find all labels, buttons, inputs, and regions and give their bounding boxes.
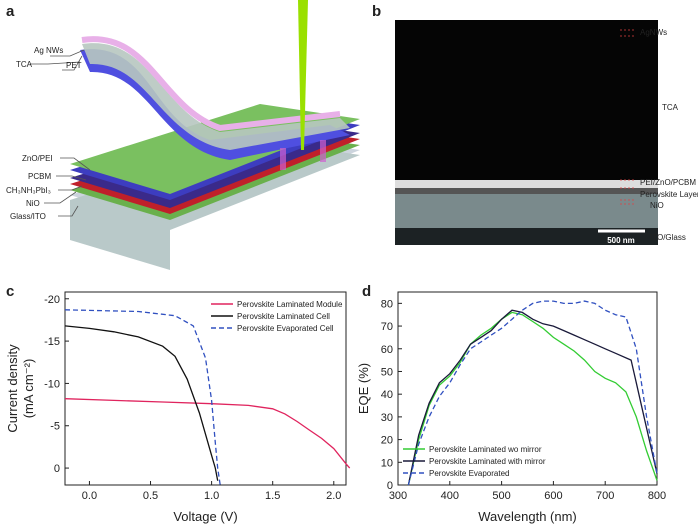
y-tick-label: 30 bbox=[381, 412, 393, 424]
layer-label: ZnO/PEI bbox=[22, 154, 53, 163]
layer-label: AgNWs bbox=[640, 28, 667, 37]
x-tick-label: 0.5 bbox=[143, 490, 158, 502]
x-tick-label: 400 bbox=[441, 490, 459, 502]
y-tick-label: 0 bbox=[54, 463, 60, 475]
plot-frame bbox=[397, 291, 658, 486]
y-tick-label: 20 bbox=[381, 435, 393, 447]
layer-label: Glass/ITO bbox=[10, 212, 46, 221]
series-line bbox=[64, 398, 351, 469]
legend-label: Perovskite Laminated Cell bbox=[237, 312, 330, 321]
series-line bbox=[407, 311, 658, 486]
series-line bbox=[407, 300, 658, 486]
panel-letter: c bbox=[6, 283, 14, 300]
y-tick-label: 10 bbox=[381, 457, 393, 469]
schematic bbox=[30, 0, 360, 270]
x-tick-label: 500 bbox=[492, 490, 510, 502]
layer-label: PCBM bbox=[28, 172, 51, 181]
legend-label: Perovskite Laminated Module bbox=[237, 300, 343, 309]
y-tick-label: -10 bbox=[44, 378, 60, 390]
layer-label: Perovskite Layer bbox=[640, 190, 698, 199]
y-tick-label: -5 bbox=[50, 421, 60, 433]
y-axis-label: Current density bbox=[5, 344, 20, 433]
layer-label: TCA bbox=[662, 103, 679, 112]
series-line bbox=[64, 325, 219, 481]
legend-label: Perovskite Laminated wo mirror bbox=[429, 445, 542, 454]
series-line bbox=[64, 309, 221, 486]
panel-letter: d bbox=[362, 283, 371, 300]
plot-frame bbox=[64, 291, 347, 486]
y-tick-label: -20 bbox=[44, 294, 60, 306]
x-tick-label: 300 bbox=[389, 490, 407, 502]
y-tick-label: 0 bbox=[387, 480, 393, 492]
layer-label: PET bbox=[66, 61, 82, 70]
layer-label: TCA bbox=[16, 60, 33, 69]
y-axis-label: EQE (%) bbox=[356, 363, 371, 414]
y-tick-label: -15 bbox=[44, 336, 60, 348]
x-tick-label: 1.0 bbox=[204, 490, 219, 502]
y-tick-label: 70 bbox=[381, 321, 393, 333]
scale-label: 500 nm bbox=[607, 236, 635, 245]
layer-label: NiO bbox=[650, 201, 664, 210]
layer-label: Ag NWs bbox=[34, 46, 63, 55]
y-tick-label: 80 bbox=[381, 298, 393, 310]
x-tick-label: 2.0 bbox=[326, 490, 341, 502]
layer-label: CH₃NH₃PbI₃ bbox=[6, 186, 51, 195]
x-axis-label: Wavelength (nm) bbox=[478, 509, 577, 524]
layer-label: PEI/ZnO/PCBM bbox=[640, 178, 696, 187]
y-tick-label: 40 bbox=[381, 389, 393, 401]
layer-label: NiO bbox=[26, 199, 40, 208]
micrograph bbox=[395, 20, 658, 245]
x-tick-label: 0.0 bbox=[82, 490, 97, 502]
x-tick-label: 1.5 bbox=[265, 490, 280, 502]
x-axis-label: Voltage (V) bbox=[173, 509, 237, 524]
x-tick-label: 700 bbox=[596, 490, 614, 502]
legend-label: Perovskite Evaporated Cell bbox=[237, 324, 334, 333]
x-tick-label: 800 bbox=[648, 490, 666, 502]
panel-letter: b bbox=[372, 3, 381, 20]
layer-label: ITO/Glass bbox=[650, 233, 686, 242]
x-tick-label: 600 bbox=[544, 490, 562, 502]
series-line bbox=[407, 309, 658, 486]
panel-letter: a bbox=[6, 3, 15, 20]
y-axis-label: (mA cm⁻²) bbox=[21, 359, 36, 419]
y-tick-label: 60 bbox=[381, 344, 393, 356]
legend-label: Perovskite Laminated with mirror bbox=[429, 457, 546, 466]
y-tick-label: 50 bbox=[381, 366, 393, 378]
legend-label: Perovskite Evaporated bbox=[429, 469, 510, 478]
